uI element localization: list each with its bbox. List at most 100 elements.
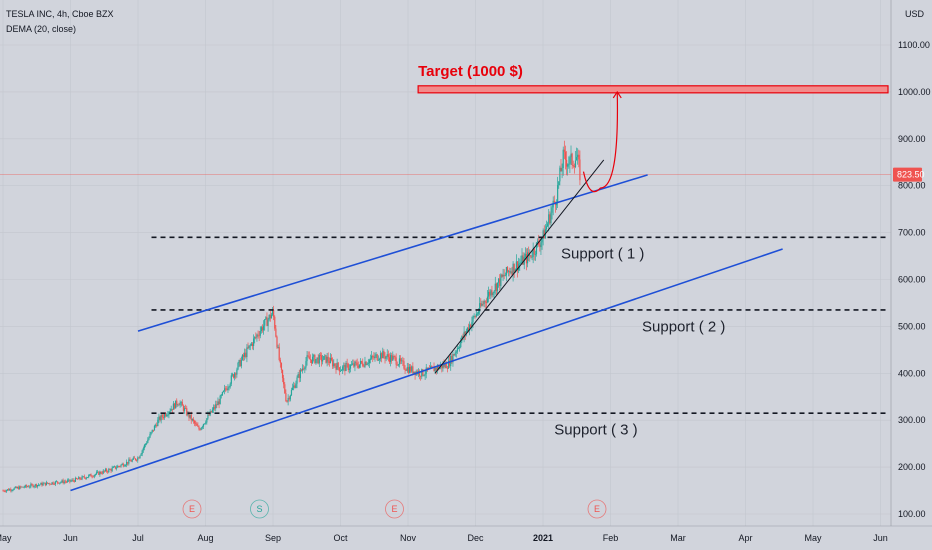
candle-body [387,354,389,358]
candle-body [271,310,274,315]
candle-body [335,365,337,370]
candle-body [171,408,173,410]
candle-body [382,351,384,359]
candle-body [553,200,555,203]
candle-body [405,369,407,371]
candle-body [197,425,199,427]
candle-body [481,303,483,306]
candle-body [203,423,206,425]
candle-body [363,365,365,367]
price-axis[interactable]: 100.00 200.00 300.00 400.00 500.00 600.00 700.… [893,40,931,519]
candle-body [561,167,563,172]
candle-body [175,400,177,409]
candle-body [192,419,195,421]
candle-body [23,487,25,488]
candle-body [48,483,50,485]
candle-body [105,469,108,472]
candle-body [467,327,470,331]
event-marker-label: E [594,504,600,514]
candle-body [532,248,534,258]
candle-body [206,418,208,423]
candle-body [404,368,406,370]
candle-body [239,360,241,367]
candle-body [396,364,398,366]
candle-body [36,485,39,487]
candle-body [354,361,356,367]
candle-body [202,424,205,427]
candle-body [78,477,80,480]
candle-body [305,361,307,368]
candle-body [72,479,74,481]
candle-body [319,354,322,356]
candle-body [247,347,249,349]
candle-body [10,489,12,491]
candle-body [347,363,349,370]
candle-body [310,359,313,364]
candle-body [294,385,296,388]
candle-body [411,366,413,372]
candle-body [157,419,159,427]
candle-body [567,164,569,167]
x-tick-label: Mar [670,533,686,543]
candle-body [117,466,119,468]
candle-body [480,303,482,306]
candle-body [573,165,575,168]
time-axis[interactable]: May Jun Jul Aug Sep Oct Nov Dec 2021 Feb Mar Apr May… [0,533,888,543]
support-label: Support ( 3 ) [554,422,637,439]
candles-layer [2,140,581,493]
candle-body [237,362,239,370]
candle-body [437,366,440,370]
candle-body [245,352,247,358]
candle-body [185,408,187,409]
candle-body [477,311,480,314]
x-tick-label: Apr [738,533,752,543]
candle-body [379,353,382,359]
candle-body [267,319,269,326]
candle-body [328,361,330,363]
projection-arrowhead [612,90,622,99]
candle-body [132,457,134,460]
candle-body [423,375,425,377]
candle-body [334,363,336,366]
symbol-legend[interactable]: TESLA INC, 4h, Cboe BZX [6,9,114,19]
candle-body [550,212,552,224]
candle-body [327,356,329,362]
candle-body [137,457,139,461]
candle-body [235,373,237,375]
candle-body [259,331,261,336]
candle-body [158,416,160,420]
candle-body [459,347,461,349]
candle-body [261,327,264,331]
candle-body [393,356,395,357]
candle-body [102,470,104,474]
indicator-legend[interactable]: DEMA (20, close) [6,24,76,34]
candle-body [288,397,290,400]
candle-body [525,253,528,264]
candle-body [453,354,455,356]
candle-body [494,283,496,291]
candle-body [254,336,256,339]
candle-body [51,482,53,485]
candle-body [406,367,408,371]
candle-body [372,355,374,357]
candle-body [306,355,308,362]
candle-body [329,357,332,363]
candle-body [220,395,222,396]
candle-body [421,369,423,377]
candle-body [549,214,551,224]
x-tick-label: Dec [467,533,484,543]
candle-body [431,366,433,367]
candle-body [119,466,121,468]
candle-body [373,356,375,359]
candle-body [543,230,545,239]
candle-body [173,403,176,409]
candle-body [118,466,120,467]
event-marker [182,499,202,519]
candle-body [289,395,291,400]
candle-body [304,367,306,369]
candle-body [224,388,226,391]
candle-body [496,282,499,291]
candle-body [516,261,519,271]
candle-body [295,383,297,388]
